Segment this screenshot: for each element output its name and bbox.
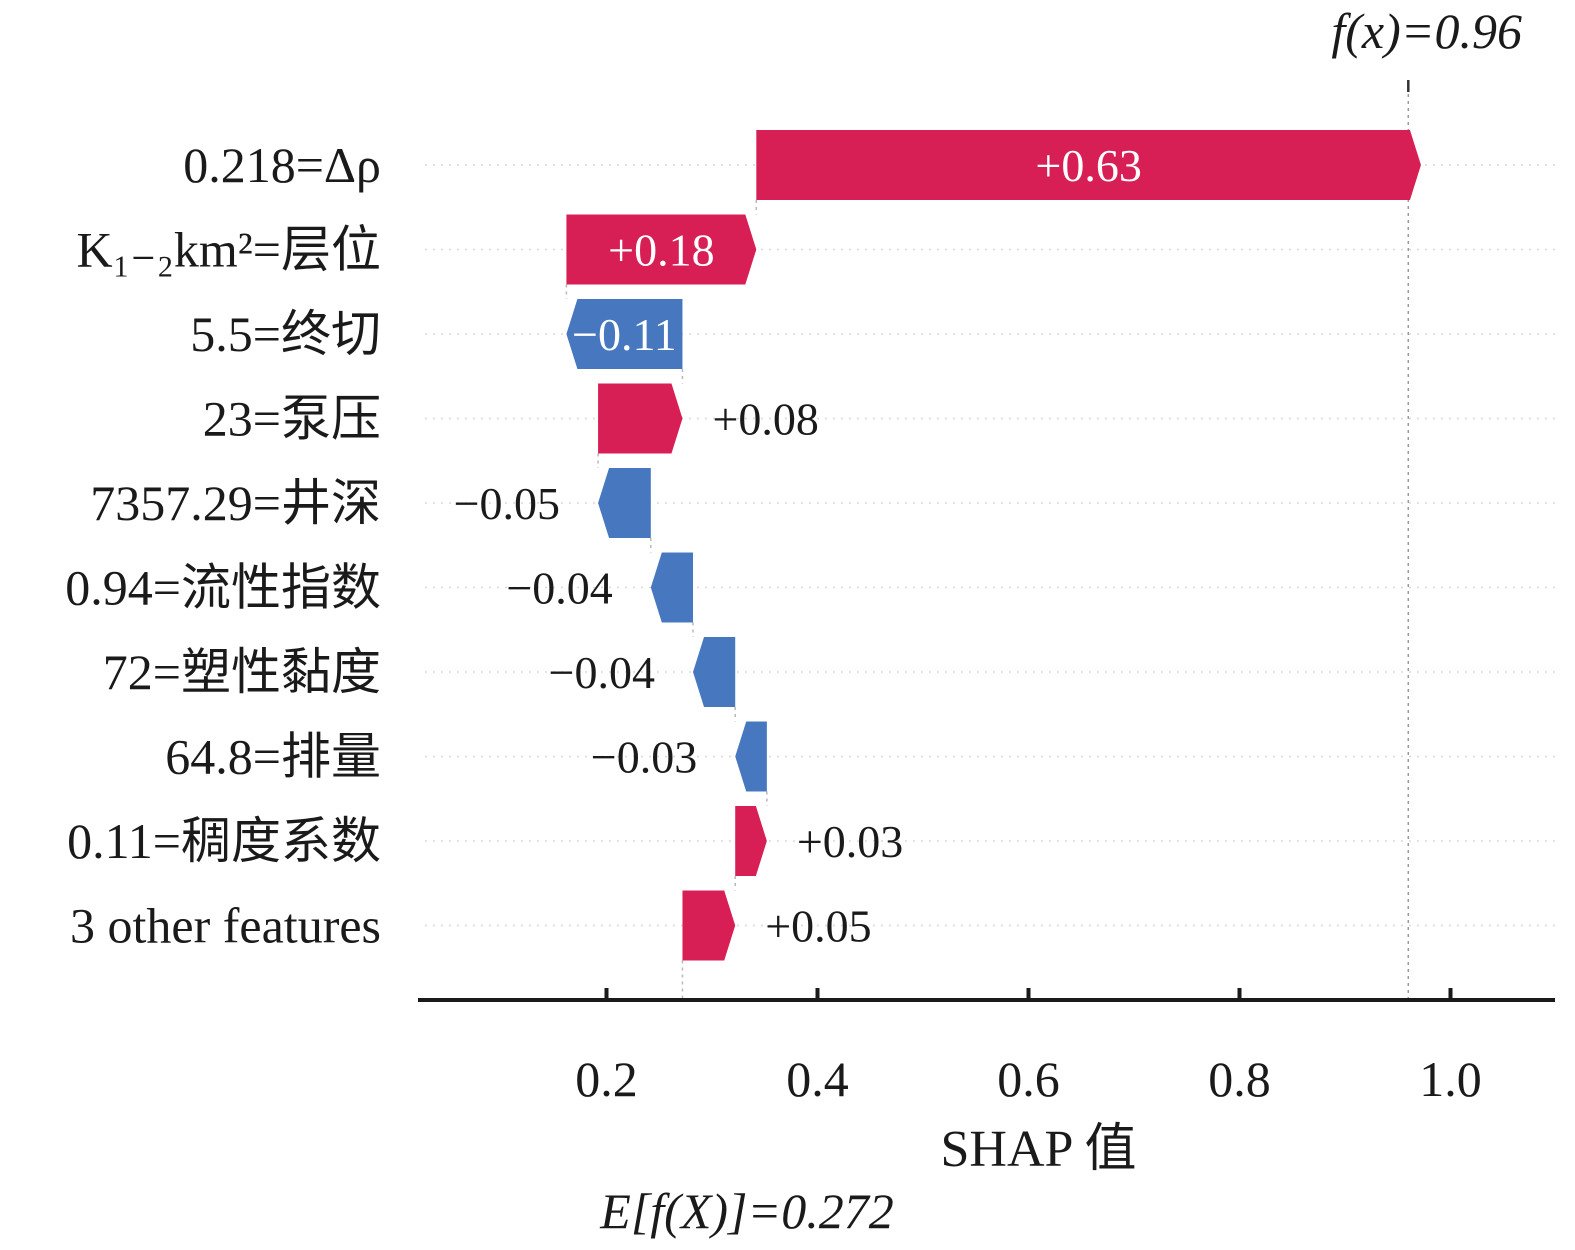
x-axis-title: SHAP 值 xyxy=(940,1121,1136,1178)
output-value-label: f(x)=0.96 xyxy=(1331,3,1522,59)
negative-bar xyxy=(598,468,651,538)
bar-value-label: −0.03 xyxy=(591,732,697,783)
feature-label: 64.8=排量 xyxy=(165,729,381,785)
positive-bar xyxy=(566,214,757,285)
feature-label: 0.218=Δρ xyxy=(183,137,381,193)
feature-label: 7357.29=井深 xyxy=(90,475,381,531)
bars xyxy=(566,130,1421,961)
x-axis: 0.2 0.4 0.6 0.8 1.0 xyxy=(418,80,1555,1107)
bar-value-label: −0.04 xyxy=(506,563,612,614)
bar-value-label: −0.11 xyxy=(572,309,677,360)
bar-value-label: −0.04 xyxy=(549,647,655,698)
bar-value-label: +0.08 xyxy=(712,394,818,445)
bar-value-label: +0.03 xyxy=(797,816,903,867)
bar-connectors xyxy=(565,200,768,1000)
feature-label: K₁₋₂km²=层位 xyxy=(77,222,381,278)
x-tick-label: 0.6 xyxy=(997,1051,1060,1107)
bar-value-label: +0.63 xyxy=(1035,140,1141,191)
negative-bar xyxy=(566,299,683,369)
bar-value-label: +0.05 xyxy=(765,901,871,952)
feature-label: 23=泵压 xyxy=(203,391,381,447)
feature-label: 0.11=稠度系数 xyxy=(67,813,381,869)
positive-bar xyxy=(756,130,1421,200)
feature-labels: 0.218=Δρ +0.63 K₁₋₂km²=层位 +0.18 5.5=终切 −0.11 2… xyxy=(65,137,1142,954)
feature-label: 3 other features xyxy=(70,898,381,954)
feature-label: 72=塑性黏度 xyxy=(103,644,381,700)
x-tick-label: 0.8 xyxy=(1208,1051,1271,1107)
positive-bar xyxy=(735,806,767,876)
positive-bar xyxy=(682,890,736,961)
negative-bar xyxy=(650,552,694,623)
feature-label: 5.5=终切 xyxy=(190,306,381,362)
x-tick-label: 1.0 xyxy=(1419,1051,1482,1107)
base-value-label: E[f(X)]=0.272 xyxy=(599,1183,893,1239)
bar-value-label: +0.18 xyxy=(608,225,714,276)
x-tick-label: 0.2 xyxy=(575,1051,638,1107)
positive-bar xyxy=(598,383,683,454)
negative-bar xyxy=(735,721,767,792)
feature-label: 0.94=流性指数 xyxy=(65,560,381,616)
x-tick-label: 0.4 xyxy=(786,1051,849,1107)
bar-value-label: −0.05 xyxy=(454,478,560,529)
negative-bar xyxy=(693,637,736,707)
